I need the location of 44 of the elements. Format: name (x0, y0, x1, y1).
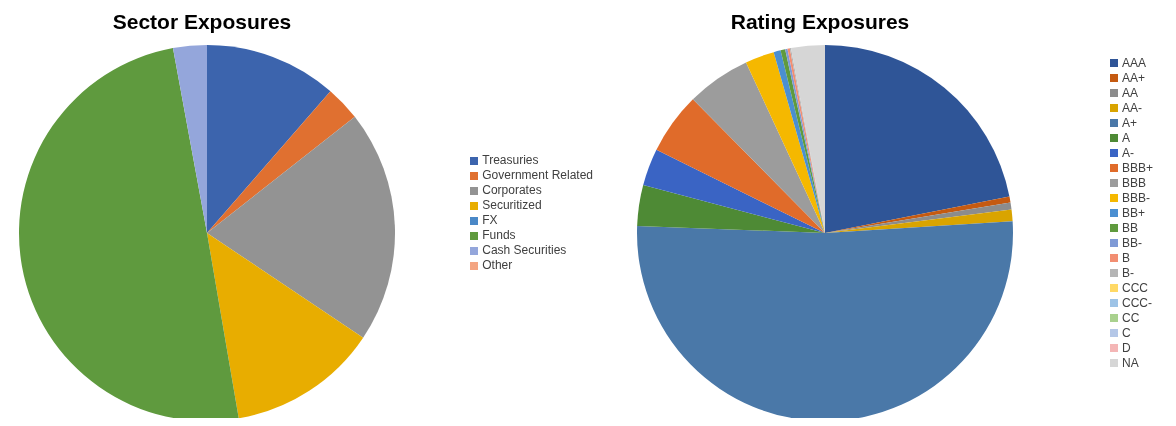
pie-slice (692, 62, 825, 233)
legend-label: Securitized (482, 198, 542, 212)
legend-label: CCC- (1121, 295, 1152, 310)
legend-label: Treasuries (482, 153, 539, 167)
pie-slice (172, 45, 207, 233)
legend-label: BBB+ (1121, 160, 1153, 175)
legend-label: B (1121, 250, 1130, 265)
legend-label: FX (482, 213, 498, 227)
pie-slice (656, 99, 825, 233)
legend-label: BBB- (1121, 190, 1150, 205)
legend-label: AA (1121, 85, 1138, 100)
legend-label: BB (1121, 220, 1138, 235)
chart-title: Rating Exposures (729, 10, 911, 34)
legend-label: A (1121, 130, 1130, 145)
legend-label: CC (1121, 310, 1140, 325)
legend-label: Cash Securities (482, 243, 567, 257)
legend-label: B- (1121, 265, 1134, 280)
legend-label: NA (1121, 355, 1139, 370)
legend-label: CCC (1121, 280, 1148, 295)
pie-slice (637, 185, 825, 233)
legend-label: BB+ (1121, 205, 1145, 220)
legend-label: D (1121, 340, 1131, 355)
legend-label: A- (1121, 145, 1134, 160)
legend-label: C (1121, 325, 1131, 340)
legend-label: Corporates (482, 183, 542, 197)
pie-slice (207, 45, 331, 233)
pie-slice (207, 116, 395, 338)
legend-label: Government Related (482, 168, 593, 182)
legend-label: A+ (1121, 115, 1137, 130)
pie-slice (643, 149, 825, 233)
pie-slice (207, 233, 364, 418)
legend-label: AA- (1121, 100, 1142, 115)
pie-slice (825, 45, 1010, 233)
legend-label: BB- (1121, 235, 1142, 250)
chart-title: Sector Exposures (111, 10, 293, 34)
pie-slice (19, 48, 239, 418)
legend-label: Funds (482, 228, 516, 242)
legend-label: BBB (1121, 175, 1146, 190)
pie-slice (637, 221, 1013, 418)
pie-slice (746, 52, 825, 233)
legend-label: AA+ (1121, 70, 1145, 85)
legend-label: Other (482, 258, 513, 272)
legend-label: AAA (1121, 55, 1146, 70)
pie-slice (207, 91, 355, 233)
